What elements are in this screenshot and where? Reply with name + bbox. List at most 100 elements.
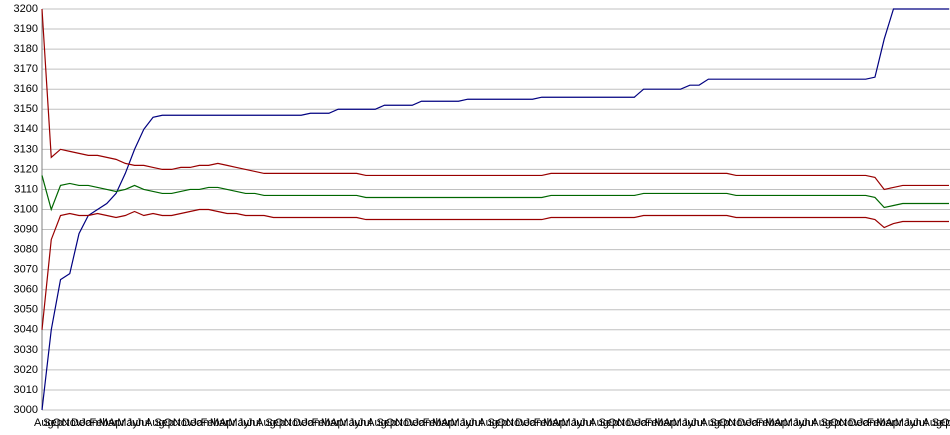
- y-tick-label: 3160: [14, 83, 38, 95]
- x-tick-label: Jun: [238, 417, 256, 429]
- series-line: [41, 8, 949, 411]
- y-tick-label: 3030: [14, 344, 38, 356]
- x-tick-label: Dec: [71, 417, 91, 429]
- x-tick-label: Mar: [765, 417, 784, 429]
- x-tick-label: Jan: [413, 417, 431, 429]
- x-tick-label: Jun: [682, 417, 700, 429]
- x-tick-label: Oct: [275, 417, 292, 429]
- y-tick-label: 3000: [14, 404, 38, 416]
- x-tick-label: Sep: [43, 417, 63, 429]
- x-tick-label: Oct: [386, 417, 403, 429]
- x-tick-label: Jan: [636, 417, 654, 429]
- x-tick-label: Mar: [543, 417, 562, 429]
- x-tick-label: Sep: [376, 417, 396, 429]
- x-tick-label: Nov: [62, 417, 82, 429]
- y-tick-label: 3120: [14, 163, 38, 175]
- x-tick-label: Jul: [136, 417, 150, 429]
- x-tick-label: Mar: [654, 417, 673, 429]
- x-tick-label: Jan: [80, 417, 98, 429]
- x-tick-label: May: [228, 417, 249, 429]
- x-tick-label: Mar: [321, 417, 340, 429]
- x-tick-label: May: [895, 417, 916, 429]
- x-tick-label: Feb: [201, 417, 220, 429]
- y-tick-label: 3080: [14, 244, 38, 256]
- x-tick-label: Aug: [367, 417, 387, 429]
- x-tick-label: Feb: [423, 417, 442, 429]
- x-tick-label: Dec: [293, 417, 313, 429]
- y-tick-label: 3140: [14, 123, 38, 135]
- x-tick-label: Jun: [127, 417, 145, 429]
- x-tick-label: Jul: [913, 417, 927, 429]
- x-tick-label: Nov: [173, 417, 193, 429]
- y-tick-label: 3180: [14, 43, 38, 55]
- x-tick-label: Feb: [756, 417, 775, 429]
- x-tick-label: Jul: [469, 417, 483, 429]
- x-tick-label: Apr: [552, 417, 569, 429]
- series-line: [41, 175, 949, 212]
- x-tick-label: Apr: [774, 417, 791, 429]
- y-tick-label: 3130: [14, 143, 38, 155]
- x-tick-label: Apr: [885, 417, 902, 429]
- x-tick-label: Dec: [848, 417, 868, 429]
- x-tick-label: Feb: [645, 417, 664, 429]
- x-tick-label: Jul: [358, 417, 372, 429]
- x-tick-label: Jan: [302, 417, 320, 429]
- x-tick-label: Apr: [663, 417, 680, 429]
- x-tick-label: Jun: [904, 417, 922, 429]
- x-tick-label: Sep: [821, 417, 841, 429]
- x-tick-label: Apr: [441, 417, 458, 429]
- x-tick-label: Mar: [876, 417, 895, 429]
- series-line: [41, 208, 949, 330]
- y-tick-label: 3040: [14, 324, 38, 336]
- x-tick-label: Jun: [571, 417, 589, 429]
- x-tick-label: Nov: [617, 417, 637, 429]
- y-tick-label: 3170: [14, 63, 38, 75]
- x-tick-label: Jan: [747, 417, 765, 429]
- x-tick-label: Oct: [719, 417, 736, 429]
- x-tick-label: Jun: [460, 417, 478, 429]
- x-tick-label: Dec: [737, 417, 757, 429]
- x-tick-label: Dec: [182, 417, 202, 429]
- x-tick-label: Apr: [219, 417, 236, 429]
- x-tick-label: May: [562, 417, 583, 429]
- x-tick-label: Jul: [802, 417, 816, 429]
- x-tick-label: Sep: [932, 417, 950, 429]
- x-tick-label: Jul: [247, 417, 261, 429]
- series-line: [41, 8, 949, 191]
- x-tick-label: May: [450, 417, 471, 429]
- x-tick-label: Nov: [284, 417, 304, 429]
- x-tick-label: Nov: [839, 417, 859, 429]
- x-tick-label: Jan: [525, 417, 543, 429]
- x-tick-label: Sep: [599, 417, 619, 429]
- y-tick-label: 3100: [14, 203, 38, 215]
- x-tick-label: Nov: [506, 417, 526, 429]
- x-tick-label: Feb: [867, 417, 886, 429]
- x-tick-label: Mar: [99, 417, 118, 429]
- x-tick-label: Apr: [330, 417, 347, 429]
- x-tick-label: Oct: [164, 417, 181, 429]
- x-tick-label: Apr: [108, 417, 125, 429]
- x-tick-label: Dec: [515, 417, 535, 429]
- x-tick-label: Feb: [312, 417, 331, 429]
- x-tick-label: Oct: [53, 417, 70, 429]
- x-tick-label: May: [784, 417, 805, 429]
- x-tick-label: Sep: [265, 417, 285, 429]
- x-tick-label: Mar: [210, 417, 229, 429]
- x-tick-label: Nov: [395, 417, 415, 429]
- x-tick-label: Dec: [404, 417, 424, 429]
- x-tick-label: Aug: [922, 417, 942, 429]
- y-tick-label: 3200: [14, 3, 38, 15]
- x-tick-label: Oct: [608, 417, 625, 429]
- x-tick-label: Oct: [497, 417, 514, 429]
- x-tick-label: Aug: [34, 417, 54, 429]
- x-tick-label: Aug: [256, 417, 276, 429]
- x-tick-label: Jun: [793, 417, 811, 429]
- x-tick-label: Jul: [691, 417, 705, 429]
- x-tick-label: Jan: [191, 417, 209, 429]
- y-tick-label: 3050: [14, 304, 38, 316]
- y-tick-label: 3090: [14, 223, 38, 235]
- x-tick-label: Oct: [830, 417, 847, 429]
- y-tick-label: 3060: [14, 284, 38, 296]
- y-tick-label: 3020: [14, 364, 38, 376]
- x-tick-label: Aug: [811, 417, 831, 429]
